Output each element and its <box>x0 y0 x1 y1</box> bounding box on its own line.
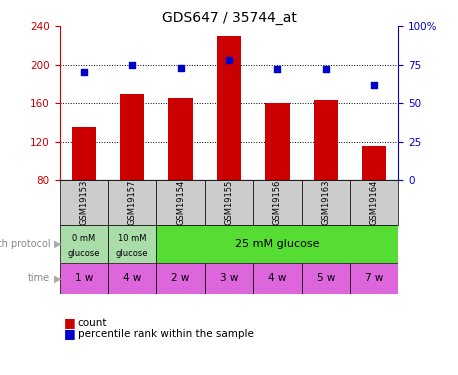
Bar <box>60 262 108 294</box>
Point <box>80 69 87 75</box>
Text: GSM19157: GSM19157 <box>128 180 136 225</box>
Text: time: time <box>28 273 50 284</box>
Text: ■: ■ <box>64 316 76 329</box>
Bar <box>362 146 387 257</box>
Text: 3 w: 3 w <box>220 273 238 284</box>
Title: GDS647 / 35744_at: GDS647 / 35744_at <box>162 11 296 25</box>
Bar <box>60 225 108 262</box>
Text: GSM19156: GSM19156 <box>273 180 282 225</box>
Bar <box>60 180 108 225</box>
Bar <box>265 103 289 257</box>
Bar <box>350 180 398 225</box>
Point <box>129 62 136 68</box>
Bar <box>108 262 156 294</box>
Text: percentile rank within the sample: percentile rank within the sample <box>78 329 254 339</box>
Text: ▶: ▶ <box>54 273 61 284</box>
Point <box>177 65 184 71</box>
Text: glucose: glucose <box>67 249 100 258</box>
Bar <box>169 98 193 257</box>
Bar <box>350 262 398 294</box>
Text: 0 mM: 0 mM <box>72 234 95 243</box>
Point <box>225 57 233 63</box>
Point <box>274 66 281 72</box>
Text: GSM19164: GSM19164 <box>370 180 379 225</box>
Text: 1 w: 1 w <box>75 273 93 284</box>
Bar <box>156 180 205 225</box>
Bar <box>314 100 338 257</box>
Text: GSM19163: GSM19163 <box>322 180 330 225</box>
Text: GSM19153: GSM19153 <box>79 180 88 225</box>
Text: ■: ■ <box>64 327 76 340</box>
Bar <box>217 36 241 257</box>
Text: glucose: glucose <box>116 249 148 258</box>
Text: GSM19155: GSM19155 <box>224 180 234 225</box>
Text: 10 mM: 10 mM <box>118 234 147 243</box>
Bar <box>302 180 350 225</box>
Bar <box>108 180 156 225</box>
Point <box>371 82 378 88</box>
Point <box>322 66 329 72</box>
Bar <box>205 262 253 294</box>
Bar <box>253 262 302 294</box>
Bar <box>71 127 96 257</box>
Bar <box>108 225 156 262</box>
Text: GSM19154: GSM19154 <box>176 180 185 225</box>
Text: ▶: ▶ <box>54 239 61 249</box>
Text: 4 w: 4 w <box>268 273 287 284</box>
Bar <box>205 180 253 225</box>
Text: 2 w: 2 w <box>171 273 190 284</box>
Bar <box>253 180 302 225</box>
Bar <box>156 225 398 262</box>
Bar <box>302 262 350 294</box>
Text: 25 mM glucose: 25 mM glucose <box>235 239 320 249</box>
Text: count: count <box>78 318 107 327</box>
Text: 5 w: 5 w <box>316 273 335 284</box>
Text: 7 w: 7 w <box>365 273 383 284</box>
Bar <box>156 262 205 294</box>
Text: growth protocol: growth protocol <box>0 239 50 249</box>
Text: 4 w: 4 w <box>123 273 142 284</box>
Bar <box>120 93 144 257</box>
